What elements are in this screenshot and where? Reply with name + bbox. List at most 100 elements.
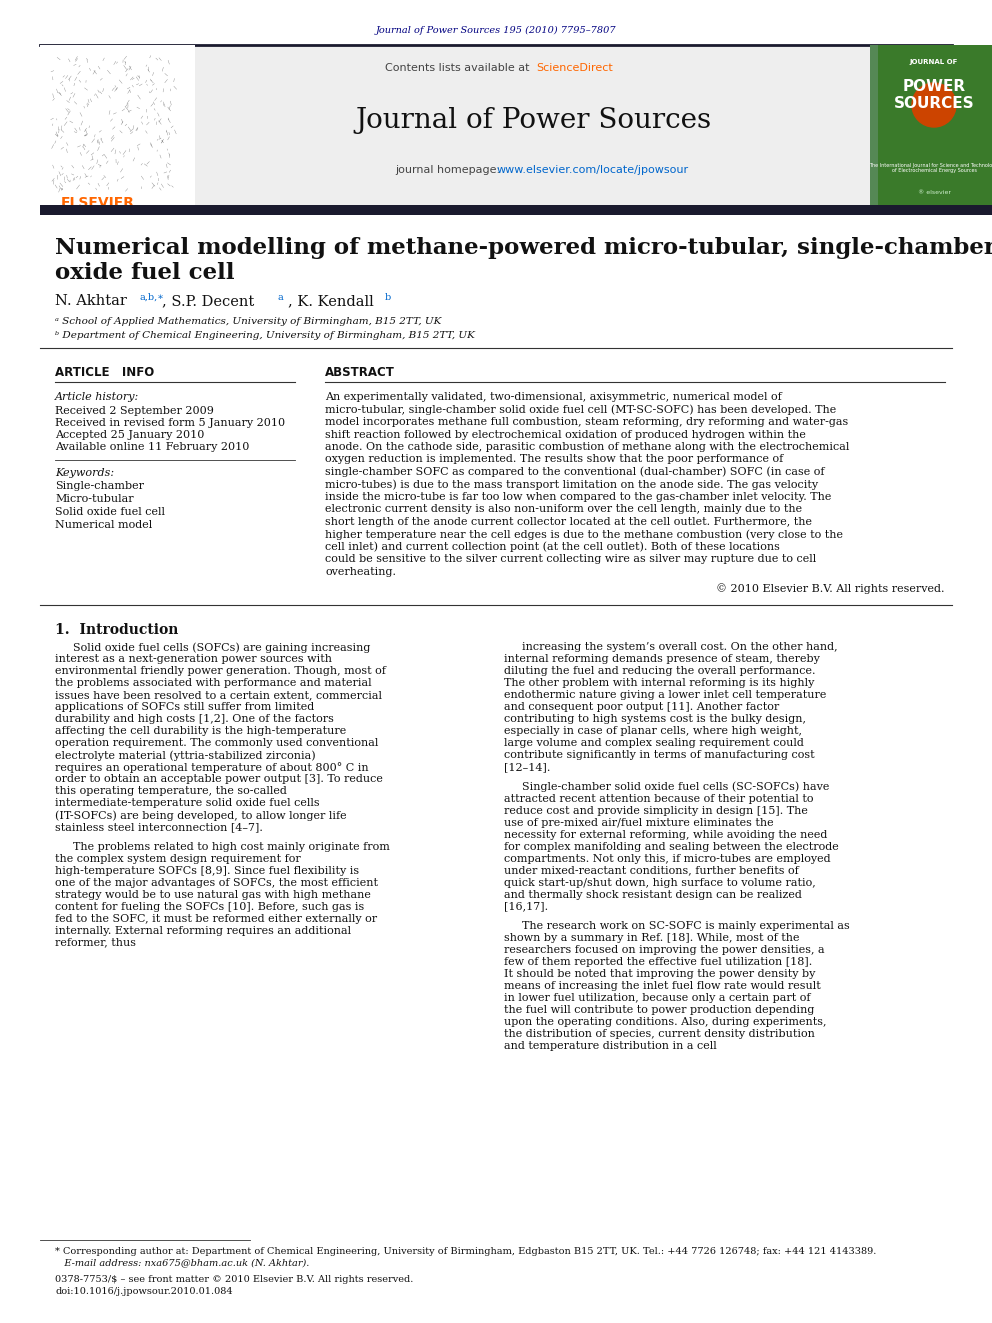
Text: 0378-7753/$ – see front matter © 2010 Elsevier B.V. All rights reserved.: 0378-7753/$ – see front matter © 2010 El…: [55, 1275, 414, 1285]
Text: Single-chamber: Single-chamber: [55, 482, 144, 491]
Text: The problems related to high cost mainly originate from: The problems related to high cost mainly…: [73, 841, 390, 852]
Text: durability and high costs [1,2]. One of the factors: durability and high costs [1,2]. One of …: [55, 714, 334, 725]
Text: the distribution of species, current density distribution: the distribution of species, current den…: [504, 1029, 814, 1039]
Text: Numerical model: Numerical model: [55, 520, 152, 531]
Text: reduce cost and provide simplicity in design [15]. The: reduce cost and provide simplicity in de…: [504, 806, 807, 816]
Text: especially in case of planar cells, where high weight,: especially in case of planar cells, wher…: [504, 726, 802, 737]
Text: * Corresponding author at: Department of Chemical Engineering, University of Bir: * Corresponding author at: Department of…: [55, 1248, 876, 1257]
Text: researchers focused on improving the power densities, a: researchers focused on improving the pow…: [504, 945, 824, 955]
Text: micro-tubes) is due to the mass transport limitation on the anode side. The gas : micro-tubes) is due to the mass transpor…: [325, 479, 818, 490]
Text: and thermally shock resistant design can be realized: and thermally shock resistant design can…: [504, 889, 802, 900]
Text: Solid oxide fuel cells (SOFCs) are gaining increasing: Solid oxide fuel cells (SOFCs) are gaini…: [73, 642, 370, 652]
Text: ᵇ Department of Chemical Engineering, University of Birmingham, B15 2TT, UK: ᵇ Department of Chemical Engineering, Un…: [55, 331, 475, 340]
Text: Numerical modelling of methane-powered micro-tubular, single-chamber solid: Numerical modelling of methane-powered m…: [55, 237, 992, 259]
Text: POWER
SOURCES: POWER SOURCES: [894, 79, 974, 111]
Text: ScienceDirect: ScienceDirect: [536, 64, 613, 73]
Text: Article history:: Article history:: [55, 392, 139, 402]
Text: Available online 11 February 2010: Available online 11 February 2010: [55, 442, 249, 452]
Text: oxygen reduction is implemented. The results show that the poor performance of: oxygen reduction is implemented. The res…: [325, 455, 784, 464]
Text: for complex manifolding and sealing between the electrode: for complex manifolding and sealing betw…: [504, 841, 839, 852]
Bar: [870, 45, 878, 210]
Text: large volume and complex sealing requirement could: large volume and complex sealing require…: [504, 738, 804, 749]
Text: ABSTRACT: ABSTRACT: [325, 366, 395, 380]
Text: single-chamber SOFC as compared to the conventional (dual-chamber) SOFC (in case: single-chamber SOFC as compared to the c…: [325, 467, 824, 478]
Text: contribute significantly in terms of manufacturing cost: contribute significantly in terms of man…: [504, 750, 814, 761]
Text: cell inlet) and current collection point (at the cell outlet). Both of these loc: cell inlet) and current collection point…: [325, 541, 780, 552]
Text: short length of the anode current collector located at the cell outlet. Furtherm: short length of the anode current collec…: [325, 517, 812, 527]
Text: ® elsevier: ® elsevier: [918, 189, 950, 194]
Text: electronic current density is also non-uniform over the cell length, mainly due : electronic current density is also non-u…: [325, 504, 803, 515]
Text: Accepted 25 January 2010: Accepted 25 January 2010: [55, 430, 204, 441]
Text: upon the operating conditions. Also, during experiments,: upon the operating conditions. Also, dur…: [504, 1017, 826, 1027]
Text: requires an operational temperature of about 800° C in: requires an operational temperature of a…: [55, 762, 369, 773]
Text: content for fueling the SOFCs [10]. Before, such gas is: content for fueling the SOFCs [10]. Befo…: [55, 902, 364, 912]
Text: , K. Kendall: , K. Kendall: [288, 294, 374, 308]
Text: few of them reported the effective fuel utilization [18].: few of them reported the effective fuel …: [504, 957, 812, 967]
Text: necessity for external reforming, while avoiding the need: necessity for external reforming, while …: [504, 830, 827, 840]
Text: overheating.: overheating.: [325, 568, 396, 577]
Text: the complex system design requirement for: the complex system design requirement fo…: [55, 853, 301, 864]
Bar: [195, 45, 870, 210]
Text: Micro-tubular: Micro-tubular: [55, 493, 134, 504]
Text: ARTICLE   INFO: ARTICLE INFO: [55, 366, 154, 380]
Text: environmental friendly power generation. Though, most of: environmental friendly power generation.…: [55, 667, 386, 676]
Text: The International Journal for Science and Technology
of Electrochemical Energy S: The International Journal for Science an…: [869, 163, 992, 173]
Text: oxide fuel cell: oxide fuel cell: [55, 262, 235, 284]
Text: N. Akhtar: N. Akhtar: [55, 294, 127, 308]
Text: contributing to high systems cost is the bulky design,: contributing to high systems cost is the…: [504, 714, 806, 725]
Text: internal reforming demands presence of steam, thereby: internal reforming demands presence of s…: [504, 655, 819, 664]
Text: anode. On the cathode side, parasitic combustion of methane along with the elect: anode. On the cathode side, parasitic co…: [325, 442, 849, 452]
Text: and consequent poor output [11]. Another factor: and consequent poor output [11]. Another…: [504, 703, 780, 713]
Text: the problems associated with performance and material: the problems associated with performance…: [55, 679, 372, 688]
Text: An experimentally validated, two-dimensional, axisymmetric, numerical model of: An experimentally validated, two-dimensi…: [325, 392, 782, 402]
Text: internally. External reforming requires an additional: internally. External reforming requires …: [55, 926, 351, 935]
Text: , S.P. Decent: , S.P. Decent: [162, 294, 254, 308]
Text: order to obtain an acceptable power output [3]. To reduce: order to obtain an acceptable power outp…: [55, 774, 383, 785]
Text: use of pre-mixed air/fuel mixture eliminates the: use of pre-mixed air/fuel mixture elimin…: [504, 818, 774, 828]
Text: It should be noted that improving the power density by: It should be noted that improving the po…: [504, 968, 815, 979]
Text: in lower fuel utilization, because only a certain part of: in lower fuel utilization, because only …: [504, 992, 810, 1003]
Text: Single-chamber solid oxide fuel cells (SC-SOFCs) have: Single-chamber solid oxide fuel cells (S…: [522, 782, 829, 792]
Text: (IT-SOFCs) are being developed, to allow longer life: (IT-SOFCs) are being developed, to allow…: [55, 810, 346, 820]
Text: Keywords:: Keywords:: [55, 468, 114, 478]
Text: endothermic nature giving a lower inlet cell temperature: endothermic nature giving a lower inlet …: [504, 691, 826, 700]
Text: issues have been resolved to a certain extent, commercial: issues have been resolved to a certain e…: [55, 691, 382, 700]
Text: doi:10.1016/j.jpowsour.2010.01.084: doi:10.1016/j.jpowsour.2010.01.084: [55, 1287, 233, 1297]
Text: operation requirement. The commonly used conventional: operation requirement. The commonly used…: [55, 738, 378, 749]
Text: model incorporates methane full combustion, steam reforming, dry reforming and w: model incorporates methane full combusti…: [325, 417, 848, 427]
Text: E-mail address: nxa675@bham.ac.uk (N. Akhtar).: E-mail address: nxa675@bham.ac.uk (N. Ak…: [55, 1258, 310, 1267]
Text: © 2010 Elsevier B.V. All rights reserved.: © 2010 Elsevier B.V. All rights reserved…: [716, 583, 945, 594]
Text: Journal of Power Sources: Journal of Power Sources: [355, 106, 711, 134]
Text: this operating temperature, the so-called: this operating temperature, the so-calle…: [55, 786, 287, 796]
Text: shift reaction followed by electrochemical oxidation of produced hydrogen within: shift reaction followed by electrochemic…: [325, 430, 806, 439]
Text: could be sensitive to the silver current collecting wire as silver may rupture d: could be sensitive to the silver current…: [325, 554, 816, 565]
Text: a: a: [278, 292, 284, 302]
Bar: [48, 56, 178, 194]
Text: Contents lists available at: Contents lists available at: [385, 64, 533, 73]
Text: compartments. Not only this, if micro-tubes are employed: compartments. Not only this, if micro-tu…: [504, 853, 830, 864]
Text: reformer, thus: reformer, thus: [55, 938, 136, 947]
Text: Journal of Power Sources 195 (2010) 7795–7807: Journal of Power Sources 195 (2010) 7795…: [376, 25, 616, 34]
Text: Received 2 September 2009: Received 2 September 2009: [55, 406, 214, 415]
Text: ELSEVIER: ELSEVIER: [61, 196, 135, 210]
Text: the fuel will contribute to power production depending: the fuel will contribute to power produc…: [504, 1005, 814, 1015]
Bar: [40, 205, 992, 216]
Text: stainless steel interconnection [4–7].: stainless steel interconnection [4–7].: [55, 823, 263, 832]
Text: high-temperature SOFCs [8,9]. Since fuel flexibility is: high-temperature SOFCs [8,9]. Since fuel…: [55, 865, 359, 876]
Circle shape: [912, 83, 956, 127]
Text: shown by a summary in Ref. [18]. While, most of the: shown by a summary in Ref. [18]. While, …: [504, 933, 800, 943]
Text: JOURNAL OF: JOURNAL OF: [910, 60, 958, 65]
Text: 1.  Introduction: 1. Introduction: [55, 623, 179, 636]
Text: affecting the cell durability is the high-temperature: affecting the cell durability is the hig…: [55, 726, 346, 737]
Text: b: b: [385, 292, 391, 302]
Text: [16,17].: [16,17].: [504, 902, 549, 912]
Text: under mixed-reactant conditions, further benefits of: under mixed-reactant conditions, further…: [504, 865, 799, 876]
Text: strategy would be to use natural gas with high methane: strategy would be to use natural gas wit…: [55, 889, 371, 900]
Text: interest as a next-generation power sources with: interest as a next-generation power sour…: [55, 655, 332, 664]
Text: The other problem with internal reforming is its highly: The other problem with internal reformin…: [504, 679, 814, 688]
Text: attracted recent attention because of their potential to: attracted recent attention because of th…: [504, 794, 813, 803]
Bar: [40, 45, 195, 210]
Text: a,b,∗: a,b,∗: [139, 292, 164, 302]
Text: inside the micro-tube is far too low when compared to the gas-chamber inlet velo: inside the micro-tube is far too low whe…: [325, 492, 831, 501]
Text: intermediate-temperature solid oxide fuel cells: intermediate-temperature solid oxide fue…: [55, 799, 319, 808]
